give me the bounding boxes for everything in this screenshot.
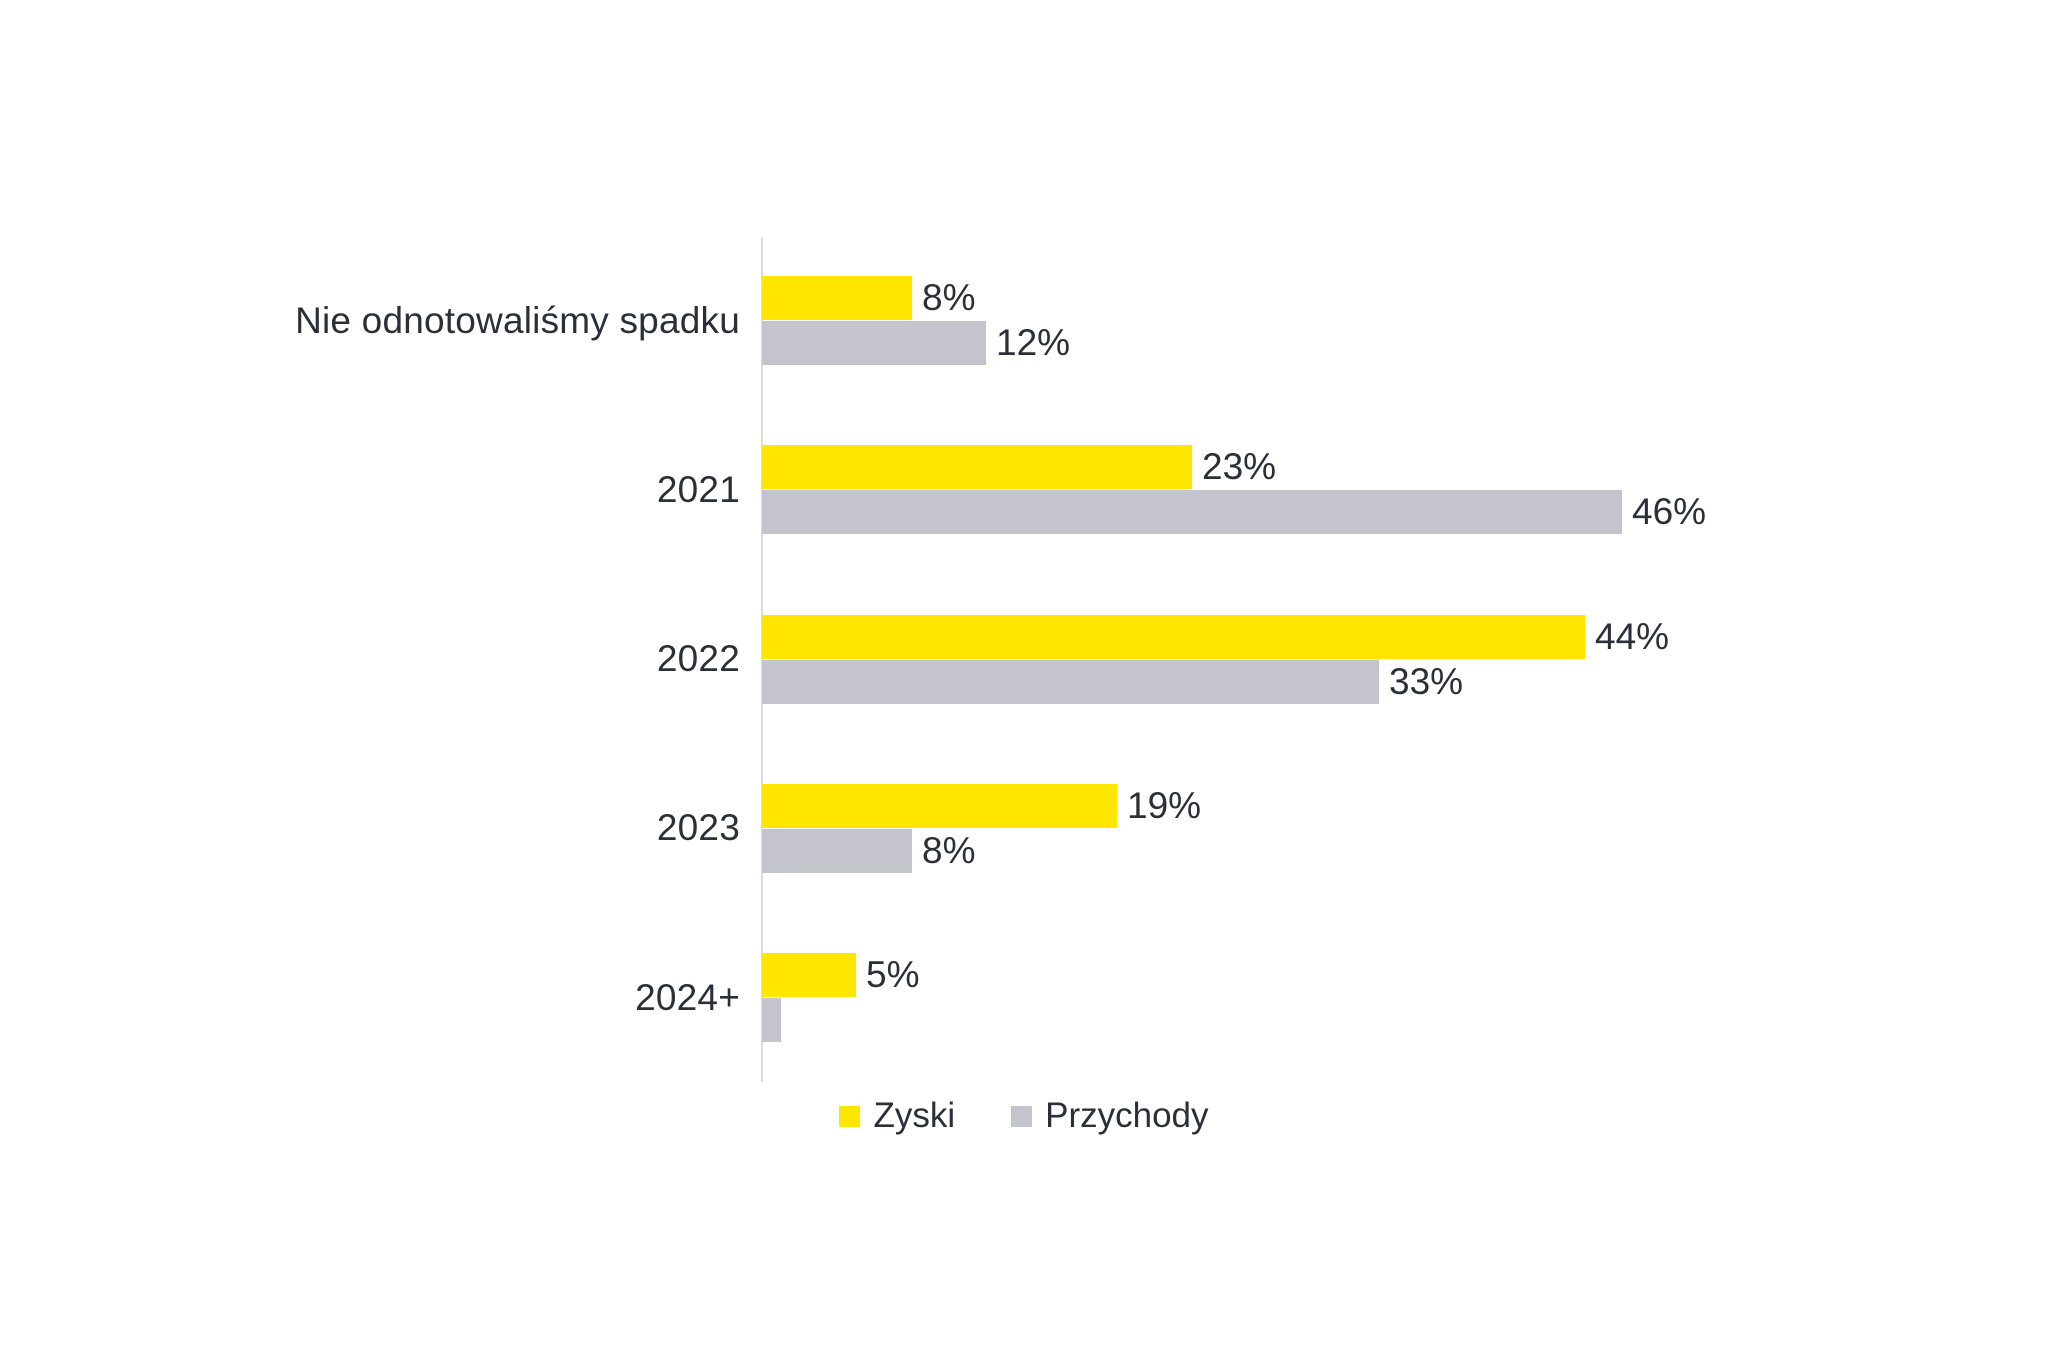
bar-value-label: 5% bbox=[866, 954, 920, 996]
legend: Zyski Przychody bbox=[0, 1096, 2048, 1136]
przychody-legend-label: Przychody bbox=[1045, 1096, 1209, 1135]
category-label: 2024+ bbox=[635, 976, 740, 1018]
bar-przychody bbox=[762, 321, 986, 365]
bar-value-label: 8% bbox=[922, 277, 976, 318]
y-axis-line bbox=[761, 237, 763, 1082]
bar-przychody bbox=[762, 828, 912, 873]
bar-przychody bbox=[762, 659, 1379, 704]
bar-zyski bbox=[762, 783, 1117, 828]
bar-przychody bbox=[762, 490, 1622, 535]
category-label: Nie odnotowaliśmy spadku bbox=[295, 299, 740, 341]
bar-value-label: 19% bbox=[1127, 784, 1202, 826]
bar-value-label: 12% bbox=[996, 322, 1071, 363]
bar-value-label: 23% bbox=[1202, 446, 1277, 488]
category-label: 2023 bbox=[656, 807, 740, 849]
bar-zyski bbox=[762, 276, 912, 320]
zyski-legend-label: Zyski bbox=[873, 1096, 956, 1135]
bar-zyski bbox=[762, 445, 1192, 490]
bar-value-label: 8% bbox=[922, 829, 976, 871]
category-label: 2022 bbox=[656, 638, 740, 680]
bar-value-label: 46% bbox=[1632, 491, 1707, 533]
bar-zyski bbox=[762, 953, 856, 998]
bar-value-label: 44% bbox=[1595, 615, 1670, 657]
legend-item-przychody: Przychody bbox=[1011, 1096, 1209, 1136]
bar-zyski bbox=[762, 614, 1585, 659]
zyski-legend-swatch bbox=[839, 1105, 861, 1127]
category-label: 2021 bbox=[656, 468, 740, 510]
przychody-legend-swatch bbox=[1011, 1105, 1033, 1127]
legend-item-zyski: Zyski bbox=[839, 1096, 955, 1136]
bar-value-label: 33% bbox=[1389, 660, 1464, 702]
bar-przychody bbox=[762, 998, 781, 1043]
